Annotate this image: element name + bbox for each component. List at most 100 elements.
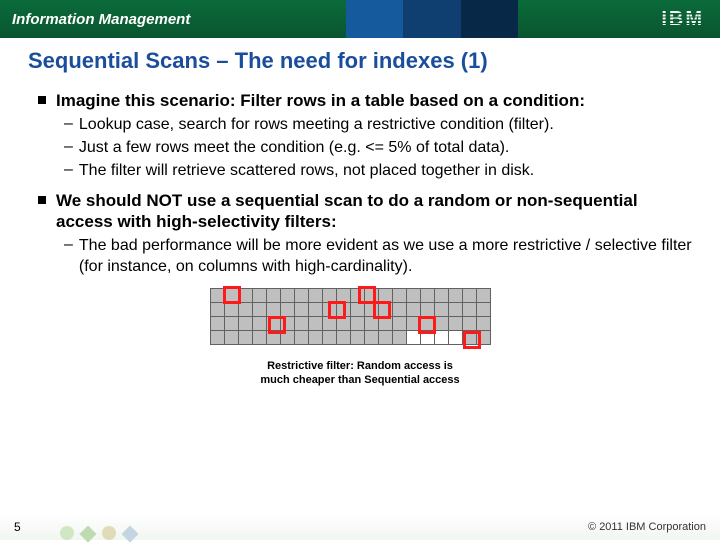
- grid-cell: [378, 316, 392, 330]
- grid-cell: [308, 330, 322, 344]
- grid-cell: [476, 302, 490, 316]
- grid-cell: [266, 316, 280, 330]
- grid-cell: [434, 288, 448, 302]
- dash-icon: –: [64, 236, 73, 278]
- grid-cell: [238, 316, 252, 330]
- grid-cell: [210, 330, 224, 344]
- grid-cell: [476, 316, 490, 330]
- grid-cell: [252, 330, 266, 344]
- grid-cell: [350, 288, 364, 302]
- header-right: IBM: [661, 8, 704, 31]
- grid-cell: [336, 316, 350, 330]
- grid-cell: [364, 316, 378, 330]
- grid-cell: [210, 288, 224, 302]
- grid-cell: [420, 288, 434, 302]
- grid-cell: [308, 316, 322, 330]
- grid-cell: [322, 316, 336, 330]
- grid-cell: [392, 288, 406, 302]
- sub-list: –The bad performance will be more eviden…: [64, 236, 692, 278]
- grid-cell: [266, 302, 280, 316]
- grid-cell: [406, 302, 420, 316]
- grid-cell: [406, 316, 420, 330]
- caption-line-2: much cheaper than Sequential access: [260, 374, 459, 386]
- grid-cell: [420, 330, 434, 344]
- grid-cell: [210, 302, 224, 316]
- grid-cell: [336, 330, 350, 344]
- grid-table: [210, 288, 491, 345]
- grid-cell: [364, 330, 378, 344]
- sub-item-text: Just a few rows meet the condition (e.g.…: [79, 138, 509, 159]
- bullet-main: We should NOT use a sequential scan to d…: [38, 190, 692, 233]
- grid-cell: [420, 302, 434, 316]
- grid-cell: [294, 302, 308, 316]
- grid-cell: [224, 316, 238, 330]
- sub-item: –Lookup case, search for rows meeting a …: [64, 115, 692, 136]
- grid-cell: [294, 330, 308, 344]
- grid-cell: [238, 288, 252, 302]
- grid-cell: [224, 330, 238, 344]
- grid-cell: [238, 302, 252, 316]
- grid-cell: [308, 302, 322, 316]
- grid-cell: [476, 330, 490, 344]
- grid-cell: [448, 330, 462, 344]
- diagram-wrap: Restrictive filter: Random access is muc…: [28, 288, 692, 388]
- grid-cell: [224, 288, 238, 302]
- dash-icon: –: [64, 161, 73, 182]
- grid-cell: [322, 330, 336, 344]
- ibm-logo: IBM: [661, 8, 704, 31]
- grid-cell: [266, 288, 280, 302]
- grid-cell: [224, 302, 238, 316]
- slide-content: Sequential Scans – The need for indexes …: [0, 38, 720, 387]
- grid-cell: [378, 288, 392, 302]
- grid-cell: [406, 288, 420, 302]
- grid-cell: [378, 330, 392, 344]
- grid-cell: [266, 330, 280, 344]
- brand-text: Information Management: [12, 11, 190, 28]
- bullet-text: Imagine this scenario: Filter rows in a …: [56, 90, 585, 111]
- bullet-square-icon: [38, 96, 46, 104]
- dash-icon: –: [64, 138, 73, 159]
- grid-cell: [280, 330, 294, 344]
- grid-cell: [476, 288, 490, 302]
- caption-line-1: Restrictive filter: Random access is: [267, 360, 453, 372]
- sub-item-text: The filter will retrieve scattered rows,…: [79, 161, 534, 182]
- sub-item-text: The bad performance will be more evident…: [79, 236, 692, 278]
- slide-title: Sequential Scans – The need for indexes …: [28, 48, 692, 74]
- grid-cell: [336, 302, 350, 316]
- grid-cell: [364, 302, 378, 316]
- sub-list: –Lookup case, search for rows meeting a …: [64, 115, 692, 181]
- grid-cell: [462, 302, 476, 316]
- grid-cell: [392, 316, 406, 330]
- header-accent: [346, 0, 519, 38]
- grid-cell: [322, 302, 336, 316]
- grid-cell: [448, 288, 462, 302]
- grid-cell: [350, 316, 364, 330]
- page-number: 5: [14, 520, 21, 534]
- grid-cell: [462, 288, 476, 302]
- grid-cell: [378, 302, 392, 316]
- grid-cell: [392, 330, 406, 344]
- diagram-caption: Restrictive filter: Random access is muc…: [260, 359, 459, 388]
- grid-cell: [210, 316, 224, 330]
- grid-cell: [280, 288, 294, 302]
- sub-item-text: Lookup case, search for rows meeting a r…: [79, 115, 554, 136]
- grid-cell: [294, 316, 308, 330]
- sub-item: –The bad performance will be more eviden…: [64, 236, 692, 278]
- grid-cell: [322, 288, 336, 302]
- bullet-square-icon: [38, 196, 46, 204]
- grid-diagram: [210, 288, 511, 349]
- grid-cell: [434, 316, 448, 330]
- grid-cell: [448, 316, 462, 330]
- grid-cell: [336, 288, 350, 302]
- grid-cell: [294, 288, 308, 302]
- grid-cell: [350, 330, 364, 344]
- grid-cell: [364, 288, 378, 302]
- grid-cell: [350, 302, 364, 316]
- grid-cell: [280, 316, 294, 330]
- grid-cell: [252, 302, 266, 316]
- grid-cell: [462, 330, 476, 344]
- grid-cell: [238, 330, 252, 344]
- grid-cell: [252, 316, 266, 330]
- bullet-text: We should NOT use a sequential scan to d…: [56, 190, 692, 233]
- grid-cell: [434, 330, 448, 344]
